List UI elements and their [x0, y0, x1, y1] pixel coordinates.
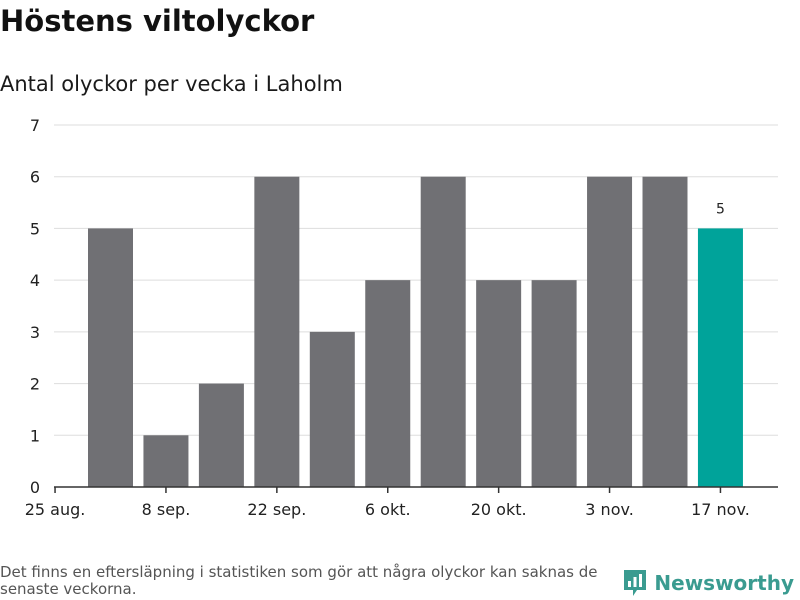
- y-tick-label: 6: [30, 168, 40, 187]
- data-label: 5: [716, 201, 725, 217]
- y-tick-label: 4: [30, 271, 40, 290]
- x-tick-label: 8 sep.: [142, 500, 191, 519]
- bar-12: [697, 228, 743, 487]
- y-tick-label: 0: [30, 478, 40, 497]
- bar-6: [365, 280, 411, 487]
- bar-1: [88, 228, 133, 487]
- y-tick-label: 1: [30, 426, 40, 445]
- bar-5: [309, 331, 355, 487]
- bar-chart-icon: [624, 570, 647, 596]
- logo-text: Newsworthy: [654, 571, 794, 595]
- bar-chart: 0 1 2 3 4 5 6 7 5 25 aug. 8 sep. 22 sep. 6 okt. 20 …: [25, 116, 778, 519]
- chart-subtitle: Antal olyckor per vecka i Laholm: [0, 72, 343, 96]
- chart-title: Höstens viltolyckor: [0, 4, 315, 38]
- bar-9: [531, 280, 577, 487]
- bar-4: [254, 176, 300, 487]
- data-labels: 5: [716, 201, 725, 217]
- x-tick-label: 22 sep.: [247, 500, 306, 519]
- bar-11: [642, 176, 688, 487]
- footnote: Det finns en eftersläpning i statistiken…: [0, 563, 598, 598]
- y-axis-ticks: 0 1 2 3 4 5 6 7: [30, 116, 40, 497]
- bar-8: [476, 280, 522, 487]
- x-tick-label: 3 nov.: [585, 500, 634, 519]
- bar-2: [143, 435, 189, 487]
- y-tick-label: 7: [30, 116, 40, 135]
- x-tick-label: 20 okt.: [471, 500, 527, 519]
- x-tick-label: 17 nov.: [691, 500, 750, 519]
- bar-3: [198, 383, 244, 487]
- y-tick-label: 2: [30, 375, 40, 394]
- x-tick-label: 25 aug.: [25, 500, 86, 519]
- y-tick-label: 5: [30, 219, 40, 238]
- x-tick-label: 6 okt.: [365, 500, 411, 519]
- bar-7: [420, 176, 466, 487]
- newsworthy-logo: Newsworthy: [622, 568, 794, 598]
- bars: [88, 176, 743, 487]
- bar-10: [587, 176, 633, 487]
- x-axis: 25 aug. 8 sep. 22 sep. 6 okt. 20 okt. 3 nov. 1…: [25, 486, 778, 519]
- y-tick-label: 3: [30, 323, 40, 342]
